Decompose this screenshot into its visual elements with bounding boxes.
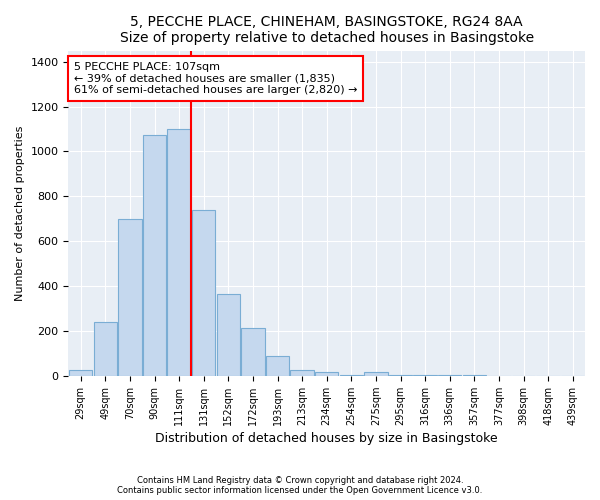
Title: 5, PECCHE PLACE, CHINEHAM, BASINGSTOKE, RG24 8AA
Size of property relative to de: 5, PECCHE PLACE, CHINEHAM, BASINGSTOKE, … (119, 15, 534, 45)
Bar (192, 210, 215, 376)
Bar (118, 219, 142, 376)
Bar (389, 375, 412, 376)
Text: Contains HM Land Registry data © Crown copyright and database right 2024.
Contai: Contains HM Land Registry data © Crown c… (118, 476, 482, 495)
Bar (167, 129, 191, 376)
Bar (290, 370, 314, 376)
Bar (266, 356, 289, 376)
Y-axis label: Number of detached properties: Number of detached properties (15, 126, 25, 301)
X-axis label: Distribution of detached houses by size in Basingstoke: Distribution of detached houses by size … (155, 432, 498, 445)
Bar (315, 372, 338, 376)
Bar (94, 322, 117, 376)
Bar (143, 134, 166, 376)
Text: 5 PECCHE PLACE: 107sqm
← 39% of detached houses are smaller (1,835)
61% of semi-: 5 PECCHE PLACE: 107sqm ← 39% of detached… (74, 62, 357, 95)
Bar (69, 370, 92, 376)
Bar (217, 294, 240, 376)
Bar (241, 328, 265, 376)
Bar (340, 374, 363, 376)
Bar (364, 372, 388, 376)
